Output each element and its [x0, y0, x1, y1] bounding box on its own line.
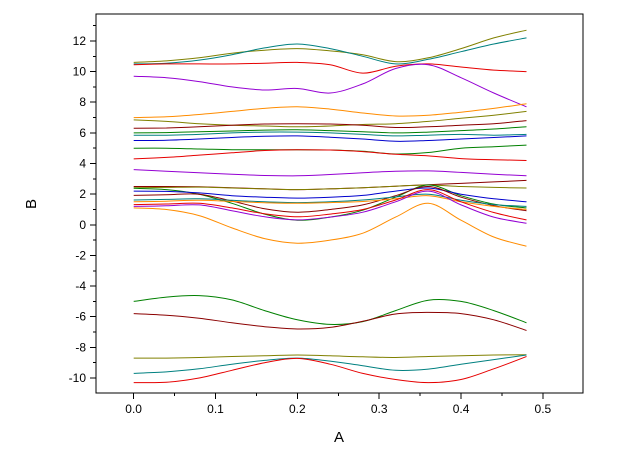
series-line-band-26: [133, 354, 527, 359]
series-line-band-3: [133, 61, 527, 74]
series-line-band-17: [133, 187, 527, 203]
series-line-band-1: [133, 29, 527, 63]
plot-area: -10 -8 -6 -4 -2 0 2 4 6 8 10 12 0.0 0.1 0.2 0.3 0.4 0.5: [69, 13, 584, 416]
series-line-band-27: [133, 354, 527, 374]
y-tick-label: -4: [75, 279, 86, 293]
axes-box: [95, 13, 584, 394]
y-tick-label: -10: [69, 371, 87, 385]
series-line-band-15: [133, 184, 527, 191]
x-tick-label: 0.0: [125, 402, 142, 416]
x-tick-label: 0.5: [535, 402, 552, 416]
y-tick-label: 12: [73, 34, 87, 48]
x-tick-label: 0.4: [453, 402, 470, 416]
y-tick-label: -8: [75, 340, 86, 354]
x-tick-label: 0.1: [207, 402, 224, 416]
series-line-band-13: [133, 169, 527, 177]
series-line-band-24: [133, 294, 527, 325]
y-axis-title: B: [23, 199, 40, 209]
series-line-band-19: [133, 193, 527, 207]
series-line-band-4: [133, 63, 527, 108]
series-line-band-12: [133, 149, 527, 161]
x-tick-label: 0.3: [371, 402, 388, 416]
series-line-band-21: [133, 189, 527, 221]
series-line-band-23: [133, 202, 527, 247]
series-line-band-22: [133, 190, 527, 224]
series-line-band-2: [133, 37, 527, 65]
y-tick-label: 2: [79, 187, 86, 201]
series-line-band-8: [133, 126, 527, 134]
y-tick-label: -2: [75, 248, 86, 262]
series-line-band-25: [133, 311, 527, 331]
x-axis-title: A: [334, 429, 344, 446]
series-line-band-6: [133, 110, 527, 128]
series-line-band-14: [133, 179, 527, 191]
y-tick-label: 10: [73, 65, 87, 79]
y-tick-label: 6: [79, 126, 86, 140]
y-tick-label: -6: [75, 310, 86, 324]
series-line-band-28: [133, 356, 527, 384]
y-tick-label: 4: [79, 157, 86, 171]
series-line-band-5: [133, 103, 527, 119]
series-line-band-18: [133, 185, 527, 213]
y-tick-label: 8: [79, 95, 86, 109]
series-line-band-7: [133, 120, 527, 129]
series-line-band-10: [133, 135, 527, 142]
series-line-band-9: [133, 131, 527, 137]
x-tick-label: 0.2: [289, 402, 306, 416]
y-tick-label: 0: [79, 218, 86, 232]
